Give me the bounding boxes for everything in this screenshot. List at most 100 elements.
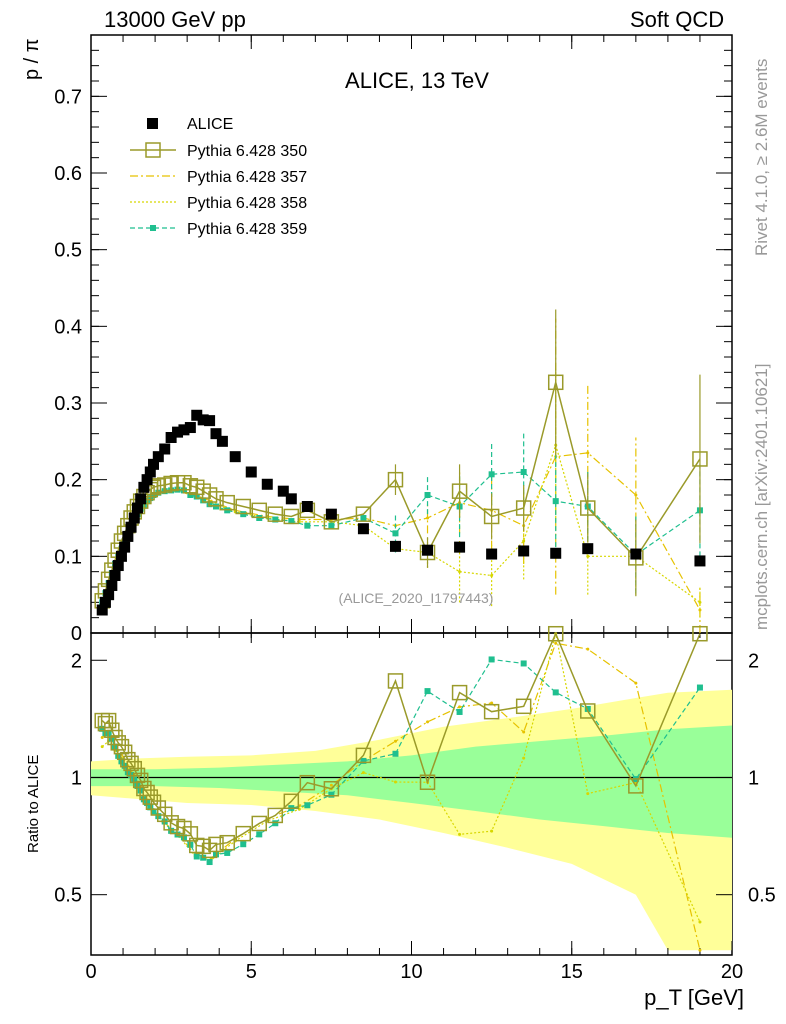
data-point-alice	[152, 451, 164, 463]
ratio-tick-label-right: 2	[748, 650, 759, 672]
marker-p357	[634, 493, 638, 497]
ratio-marker-p350	[628, 778, 644, 794]
data-point-alice	[204, 415, 216, 427]
x-tick-label: 20	[721, 961, 743, 983]
ratio-marker-p350	[208, 836, 224, 853]
marker-p350	[547, 374, 564, 391]
ratio-marker-p350	[267, 807, 284, 824]
legend-label-357: Pythia 6.428 357	[187, 169, 307, 186]
ratio-marker-p350	[219, 834, 235, 851]
ratio-tick-label: 1	[71, 767, 82, 789]
header-process: 13000 GeV pp	[104, 7, 246, 32]
ratio-marker-p350	[283, 793, 300, 810]
ratio-marker-p358	[698, 920, 702, 924]
marker-p350	[515, 500, 532, 516]
data-point-alice	[135, 493, 147, 505]
data-point-alice	[103, 589, 115, 601]
marker-p350	[208, 491, 224, 507]
x-tick-label: 15	[561, 961, 583, 983]
data-point-alice	[229, 451, 241, 463]
series-line-p358	[101, 443, 701, 606]
marker-p357	[426, 516, 430, 520]
data-point-alice	[128, 512, 140, 524]
rivet-label: Rivet 4.1.0, ≥ 2.6M events	[752, 58, 771, 256]
data-point-alice	[261, 478, 273, 490]
ratio-marker-p358	[100, 745, 104, 749]
ratio-marker-p359	[147, 804, 154, 811]
main-series	[94, 309, 708, 633]
ratio-marker-p358	[361, 771, 365, 775]
ratio-marker-p350	[692, 625, 708, 642]
legend: ALICE Pythia 6.428 350 Pythia 6.428 357 …	[130, 116, 307, 238]
marker-p359	[552, 498, 559, 505]
marker-p359	[272, 516, 279, 523]
ratio-marker-p357	[329, 783, 333, 787]
marker-p359	[360, 515, 367, 521]
data-point-alice	[191, 409, 203, 421]
data-point-alice	[138, 481, 150, 493]
data-point-alice	[159, 443, 171, 455]
data-point-alice	[165, 432, 177, 443]
data-point-alice	[325, 508, 337, 520]
legend-marker-359	[150, 225, 156, 231]
marker-p359	[288, 518, 295, 525]
data-point-alice	[422, 544, 434, 556]
marker-p350	[692, 451, 708, 467]
ratio-marker-p359	[256, 831, 263, 838]
ratio-tick-label: 2	[71, 650, 82, 672]
data-point-alice	[172, 426, 184, 438]
ratio-axis-label: Ratio to ALICE	[25, 755, 42, 853]
marker-p350	[483, 508, 500, 525]
ratio-marker-p358	[490, 829, 494, 833]
marker-p358	[458, 570, 462, 574]
data-point-alice	[582, 543, 594, 555]
marker-p358	[490, 574, 494, 577]
data-point-alice	[285, 493, 297, 505]
marker-p359	[520, 469, 527, 475]
x-tick-label: 0	[85, 961, 96, 983]
data-point-alice	[125, 521, 137, 533]
legend-label-alice: ALICE	[187, 116, 233, 133]
data-point-alice	[147, 458, 159, 470]
legend-label-359: Pythia 6.428 359	[187, 221, 307, 238]
ratio-marker-p350	[547, 625, 564, 642]
ratio-marker-p357	[426, 720, 430, 724]
y-tick-label: 0.2	[54, 470, 82, 492]
marker-p350	[219, 494, 235, 511]
data-point-alice	[389, 540, 401, 552]
ratio-marker-p358	[522, 756, 526, 760]
marker-p357	[698, 608, 702, 612]
ratio-marker-p350	[515, 698, 532, 715]
y-axis-label: p / π	[21, 38, 43, 80]
header-category: Soft QCD	[630, 7, 725, 32]
data-point-alice	[184, 422, 196, 434]
ratio-marker-p357	[393, 739, 397, 743]
analysis-label: (ALICE_2020_I1797443)	[339, 590, 494, 606]
ratio-marker-p359	[328, 791, 335, 798]
ratio-marker-p359	[696, 684, 703, 691]
data-point-alice	[550, 547, 562, 559]
legend-label-350: Pythia 6.428 350	[187, 143, 307, 160]
ratio-marker-p350	[451, 684, 468, 701]
ratio-marker-p358	[393, 780, 397, 784]
data-point-alice	[99, 596, 111, 608]
marker-p359	[424, 492, 431, 498]
ratio-marker-p359	[304, 802, 311, 809]
source-label: mcplots.cern.ch [arXiv:2401.10621]	[752, 363, 771, 630]
y-tick-label: 0.6	[54, 163, 82, 185]
ratio-tick-label-right: 0.5	[748, 885, 776, 907]
ratio-marker-p350	[251, 815, 268, 832]
ratio-marker-p359	[488, 656, 495, 663]
y-tick-label: 0.1	[54, 546, 82, 568]
marker-p350	[355, 506, 372, 522]
legend-label-358: Pythia 6.428 358	[187, 195, 307, 212]
ratio-marker-p357	[490, 701, 494, 705]
ratio-marker-p359	[206, 859, 213, 866]
ratio-marker-p357	[634, 681, 638, 685]
data-point-alice	[106, 579, 118, 591]
marker-p350	[267, 506, 284, 522]
ratio-marker-p350	[235, 825, 251, 842]
legend-marker-350	[145, 142, 161, 158]
marker-p358	[698, 600, 702, 604]
data-point-alice	[141, 474, 153, 486]
